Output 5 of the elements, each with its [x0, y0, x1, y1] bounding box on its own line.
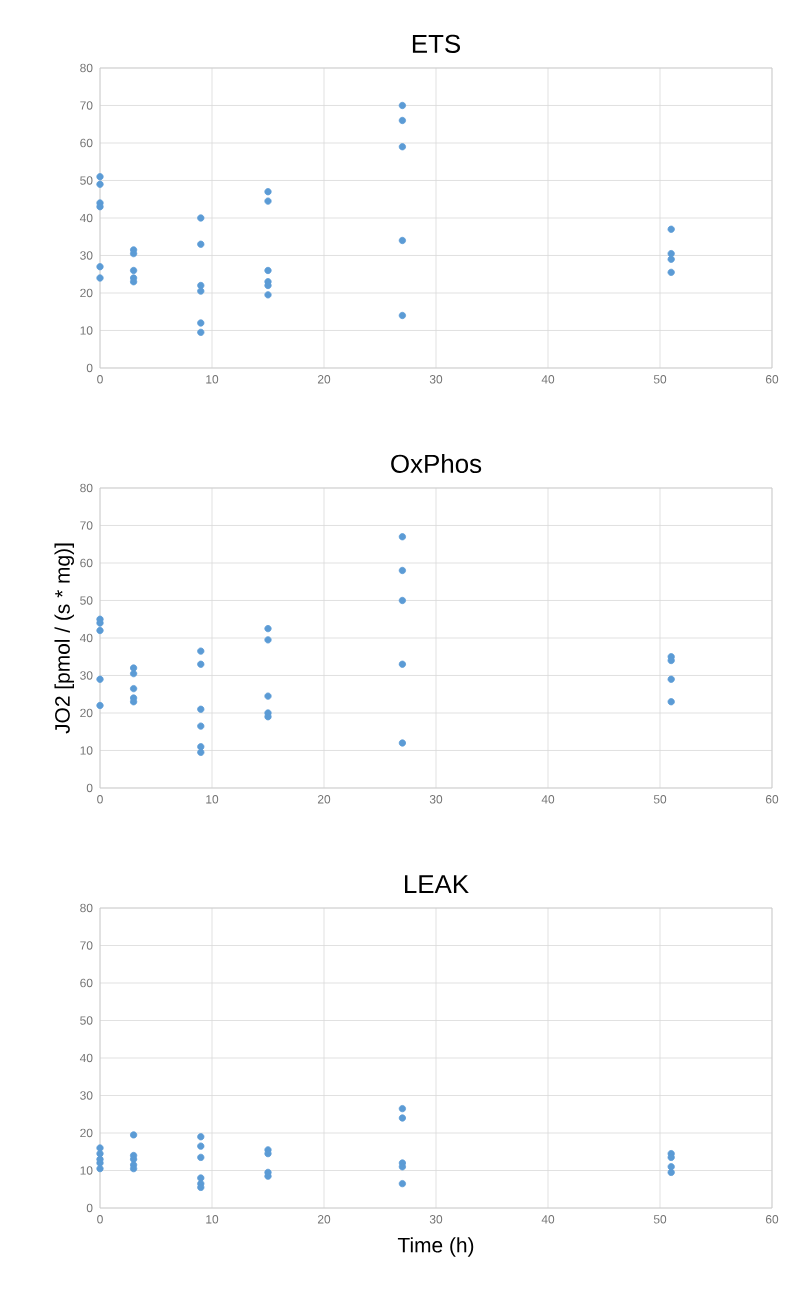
chart-title: ETS [412, 34, 461, 53]
x-axis-title: Time (h) [397, 1237, 474, 1257]
y-axis-title: JO2 [pmol / (s * mg)] [54, 543, 74, 734]
chart-title: LEAK [405, 875, 469, 893]
chart-title: OxPhos [391, 453, 482, 473]
